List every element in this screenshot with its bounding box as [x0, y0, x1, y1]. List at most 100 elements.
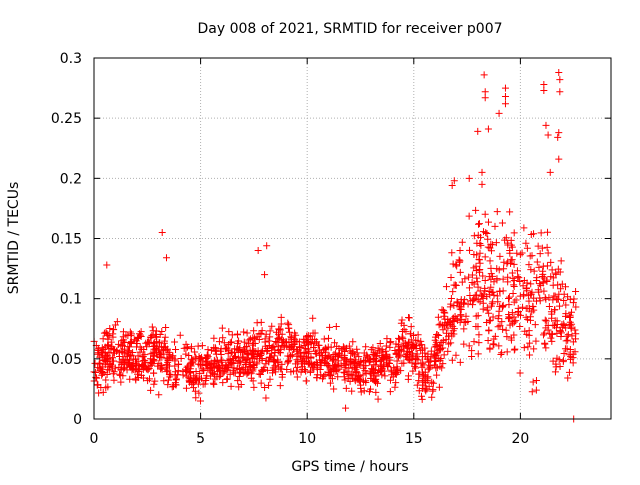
data-point: [481, 253, 489, 261]
data-point: [427, 347, 435, 355]
data-point: [284, 359, 292, 367]
chart-title: Day 008 of 2021, SRMTID for receiver p00…: [197, 21, 502, 37]
data-point: [568, 308, 576, 316]
data-point: [493, 208, 501, 216]
data-point: [435, 383, 443, 391]
data-point: [303, 332, 311, 340]
data-point: [277, 320, 285, 328]
data-point: [481, 276, 489, 284]
data-point: [510, 260, 518, 268]
data-point: [541, 316, 549, 324]
data-point: [155, 353, 163, 361]
data-point: [145, 339, 153, 347]
data-point: [247, 374, 255, 382]
data-point: [277, 313, 285, 321]
data-point: [223, 375, 231, 383]
data-point: [93, 381, 101, 389]
data-point: [532, 337, 540, 345]
data-point: [513, 267, 521, 275]
data-point: [564, 336, 572, 344]
data-point: [531, 321, 539, 329]
data-point: [304, 337, 312, 345]
data-point: [373, 379, 381, 387]
data-point: [370, 361, 378, 369]
data-point: [356, 371, 364, 379]
data-point: [101, 343, 109, 351]
data-point: [335, 350, 343, 358]
data-point: [465, 174, 473, 182]
data-point: [378, 367, 386, 375]
data-point: [545, 302, 553, 310]
data-point: [349, 338, 357, 346]
data-point: [370, 349, 378, 357]
data-point: [120, 338, 128, 346]
data-point: [444, 347, 452, 355]
data-point: [160, 350, 168, 358]
data-point: [501, 100, 509, 108]
data-point: [293, 363, 301, 371]
data-point: [420, 371, 428, 379]
data-point: [523, 279, 531, 287]
data-point: [109, 330, 117, 338]
data-point: [369, 350, 377, 358]
data-point: [375, 366, 383, 374]
data-point: [219, 362, 227, 370]
data-point: [480, 228, 488, 236]
data-point: [503, 348, 511, 356]
data-point: [391, 383, 399, 391]
data-point: [276, 382, 284, 390]
data-point: [438, 306, 446, 314]
data-point: [466, 291, 474, 299]
data-point: [145, 365, 153, 373]
data-point: [399, 334, 407, 342]
data-point: [501, 84, 509, 92]
data-point: [199, 358, 207, 366]
data-point: [439, 326, 447, 334]
data-point: [524, 315, 532, 323]
data-point: [480, 71, 488, 79]
data-point: [184, 343, 192, 351]
data-point: [506, 321, 514, 329]
data-point: [440, 312, 448, 320]
data-point: [265, 381, 273, 389]
data-point: [287, 333, 295, 341]
data-point: [251, 339, 259, 347]
data-point: [259, 367, 267, 375]
data-point: [414, 337, 422, 345]
data-point: [293, 373, 301, 381]
data-point: [334, 373, 342, 381]
data-point: [213, 356, 221, 364]
data-point: [332, 323, 340, 331]
data-point: [350, 351, 358, 359]
data-point: [278, 370, 286, 378]
data-point: [187, 376, 195, 384]
data-point: [150, 345, 158, 353]
data-point: [486, 244, 494, 252]
data-point: [254, 247, 262, 255]
data-point: [506, 314, 514, 322]
y-tick-label: 0.05: [51, 352, 82, 368]
data-point: [452, 351, 460, 359]
data-point: [116, 352, 124, 360]
data-point: [544, 249, 552, 257]
data-point: [526, 316, 534, 324]
data-point: [542, 121, 550, 129]
data-point: [415, 387, 423, 395]
data-point: [122, 331, 130, 339]
data-point: [237, 381, 245, 389]
data-point: [512, 317, 520, 325]
data-point: [133, 343, 141, 351]
data-point: [250, 327, 258, 335]
data-point: [182, 350, 190, 358]
data-point: [171, 355, 179, 363]
data-point: [199, 367, 207, 375]
data-point: [151, 349, 159, 357]
data-point: [362, 343, 370, 351]
data-point: [136, 348, 144, 356]
data-point: [125, 358, 133, 366]
data-point: [538, 273, 546, 281]
y-axis-label: SRMTID / TECUs: [6, 182, 22, 295]
x-tick-label: 15: [405, 431, 423, 447]
data-point: [484, 235, 492, 243]
data-point: [315, 341, 323, 349]
